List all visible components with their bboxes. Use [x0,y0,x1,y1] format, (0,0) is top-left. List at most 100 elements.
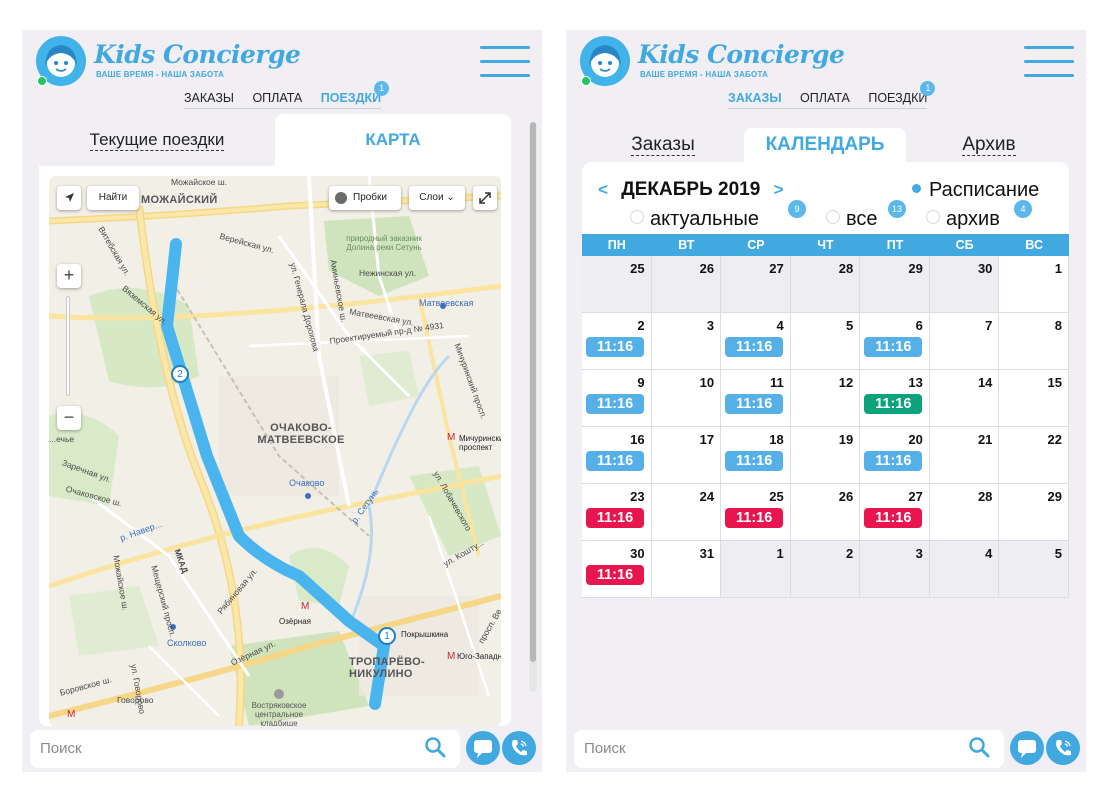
filter-archive-radio[interactable] [926,210,940,224]
calendar-day-cell[interactable]: 1 [721,541,791,598]
scrollbar-thumb[interactable] [530,122,536,662]
traffic-button[interactable]: Пробки [329,186,401,210]
hamburger-menu-icon[interactable] [1024,46,1074,78]
nav-orders[interactable]: ЗАКАЗЫ [728,91,782,105]
tab-orders[interactable]: Заказы [631,134,695,156]
calendar-day-cell[interactable]: 13 11:16 [860,370,930,427]
calendar-day-cell[interactable]: 25 [582,256,652,313]
calendar-day-cell[interactable]: 30 [929,256,1000,313]
calendar-day-cell[interactable]: 29 [860,256,930,313]
zoom-slider[interactable] [66,296,70,396]
calendar-day-cell[interactable]: 4 11:16 [721,313,791,370]
trip-time-badge[interactable]: 11:16 [864,451,923,471]
calendar-day-cell[interactable]: 17 [651,427,722,484]
page-scrollbar[interactable] [529,122,537,692]
chat-bubble-icon[interactable] [1010,731,1044,765]
trip-time-badge[interactable]: 11:16 [725,394,784,414]
nav-trips[interactable]: ПОЕЗДКИ 1 [321,81,390,107]
schedule-radio[interactable] [912,184,921,193]
trip-time-badge[interactable]: 11:16 [586,508,644,528]
trip-time-badge[interactable]: 11:16 [586,394,644,414]
trip-time-badge[interactable]: 11:16 [586,451,644,471]
route-map[interactable]: 2 1 M M M M МОЖАЙСКИЙ Можайское ш. ОЧАКО… [49,176,501,726]
calendar-day-cell[interactable]: 24 [651,484,722,541]
trip-time-badge[interactable]: 11:16 [586,565,644,585]
tab-archive[interactable]: Архив [962,134,1016,156]
nav-orders[interactable]: ЗАКАЗЫ [184,91,234,105]
calendar-day-cell[interactable]: 21 [929,427,1000,484]
calendar-day-cell[interactable]: 5 [790,313,861,370]
brand-name[interactable]: Kids Concierge [638,40,845,69]
schedule-option[interactable]: Расписание [912,178,1039,202]
zoom-out-button[interactable]: − [57,406,81,430]
filter-actual[interactable]: актуальные 9 [630,200,806,233]
calendar-day-cell[interactable]: 19 [790,427,861,484]
filter-all[interactable]: все 13 [826,200,906,233]
calendar-day-cell[interactable]: 29 [999,484,1069,541]
zoom-in-button[interactable]: + [57,264,81,288]
calendar-day-cell[interactable]: 6 11:16 [860,313,930,370]
trip-time-badge[interactable]: 11:16 [725,451,784,471]
calendar-day-cell[interactable]: 3 [651,313,722,370]
search-input[interactable]: Поиск [574,730,1004,768]
hamburger-menu-icon[interactable] [480,46,530,78]
locate-arrow-icon[interactable] [57,186,81,210]
calendar-day-cell[interactable]: 5 [999,541,1069,598]
expand-icon[interactable] [473,186,497,210]
calendar-day-cell[interactable]: 14 [929,370,1000,427]
calendar-day-cell[interactable]: 27 11:16 [860,484,930,541]
calendar-day-cell[interactable]: 26 [790,484,861,541]
layers-dropdown[interactable]: Слои ⌄ [409,186,465,210]
calendar-day-cell[interactable]: 16 11:16 [582,427,652,484]
calendar-day-cell[interactable]: 2 11:16 [582,313,652,370]
calendar-day-cell[interactable]: 26 [651,256,722,313]
prev-month-button[interactable]: < [598,180,608,199]
trip-time-badge[interactable]: 11:16 [864,394,923,414]
trip-time-badge[interactable]: 11:16 [864,337,923,357]
trip-time-badge[interactable]: 11:16 [725,508,784,528]
find-button[interactable]: Найти [87,186,139,210]
calendar-day-cell[interactable]: 28 [790,256,861,313]
route-point-2-marker[interactable]: 2 [171,365,189,383]
filter-actual-radio[interactable] [630,210,644,224]
phone-call-icon[interactable] [502,731,536,765]
search-icon[interactable] [424,736,446,758]
calendar-day-cell[interactable]: 15 [999,370,1069,427]
filter-all-radio[interactable] [826,210,840,224]
calendar-day-cell[interactable]: 31 [651,541,722,598]
chat-bubble-icon[interactable] [466,731,500,765]
trip-time-badge[interactable]: 11:16 [864,508,923,528]
calendar-day-cell[interactable]: 11 11:16 [721,370,791,427]
tab-current-trips[interactable]: Текущие поездки [89,130,225,151]
phone-call-icon[interactable] [1046,731,1080,765]
calendar-day-cell[interactable]: 27 [721,256,791,313]
calendar-day-cell[interactable]: 12 [790,370,861,427]
route-point-1-marker[interactable]: 1 [378,627,396,645]
calendar-day-cell[interactable]: 7 [929,313,1000,370]
trip-time-badge[interactable]: 11:16 [586,337,644,357]
search-input[interactable]: Поиск [30,730,460,768]
filter-archive[interactable]: архив 4 [926,200,1032,233]
calendar-day-cell[interactable]: 3 [860,541,930,598]
trip-time-badge[interactable]: 11:16 [725,337,784,357]
calendar-day-cell[interactable]: 25 11:16 [721,484,791,541]
calendar-day-cell[interactable]: 28 [929,484,1000,541]
calendar-day-cell[interactable]: 8 [999,313,1069,370]
calendar-day-cell[interactable]: 2 [790,541,861,598]
nav-payment[interactable]: ОПЛАТА [800,91,850,105]
brand-name[interactable]: Kids Concierge [94,40,301,69]
calendar-day-cell[interactable]: 4 [929,541,1000,598]
calendar-day-cell[interactable]: 10 [651,370,722,427]
calendar-day-cell[interactable]: 30 11:16 [582,541,652,598]
calendar-day-cell[interactable]: 23 11:16 [582,484,652,541]
calendar-day-cell[interactable]: 22 [999,427,1069,484]
nav-payment[interactable]: ОПЛАТА [252,91,303,105]
calendar-day-cell[interactable]: 1 [999,256,1069,313]
calendar-day-cell[interactable]: 18 11:16 [721,427,791,484]
calendar-day-cell[interactable]: 20 11:16 [860,427,930,484]
calendar-day-cell[interactable]: 9 11:16 [582,370,652,427]
next-month-button[interactable]: > [773,180,784,199]
nav-trips[interactable]: ПОЕЗДКИ 1 [868,81,936,107]
search-icon[interactable] [968,736,990,758]
tab-map[interactable]: КАРТА [275,114,511,166]
